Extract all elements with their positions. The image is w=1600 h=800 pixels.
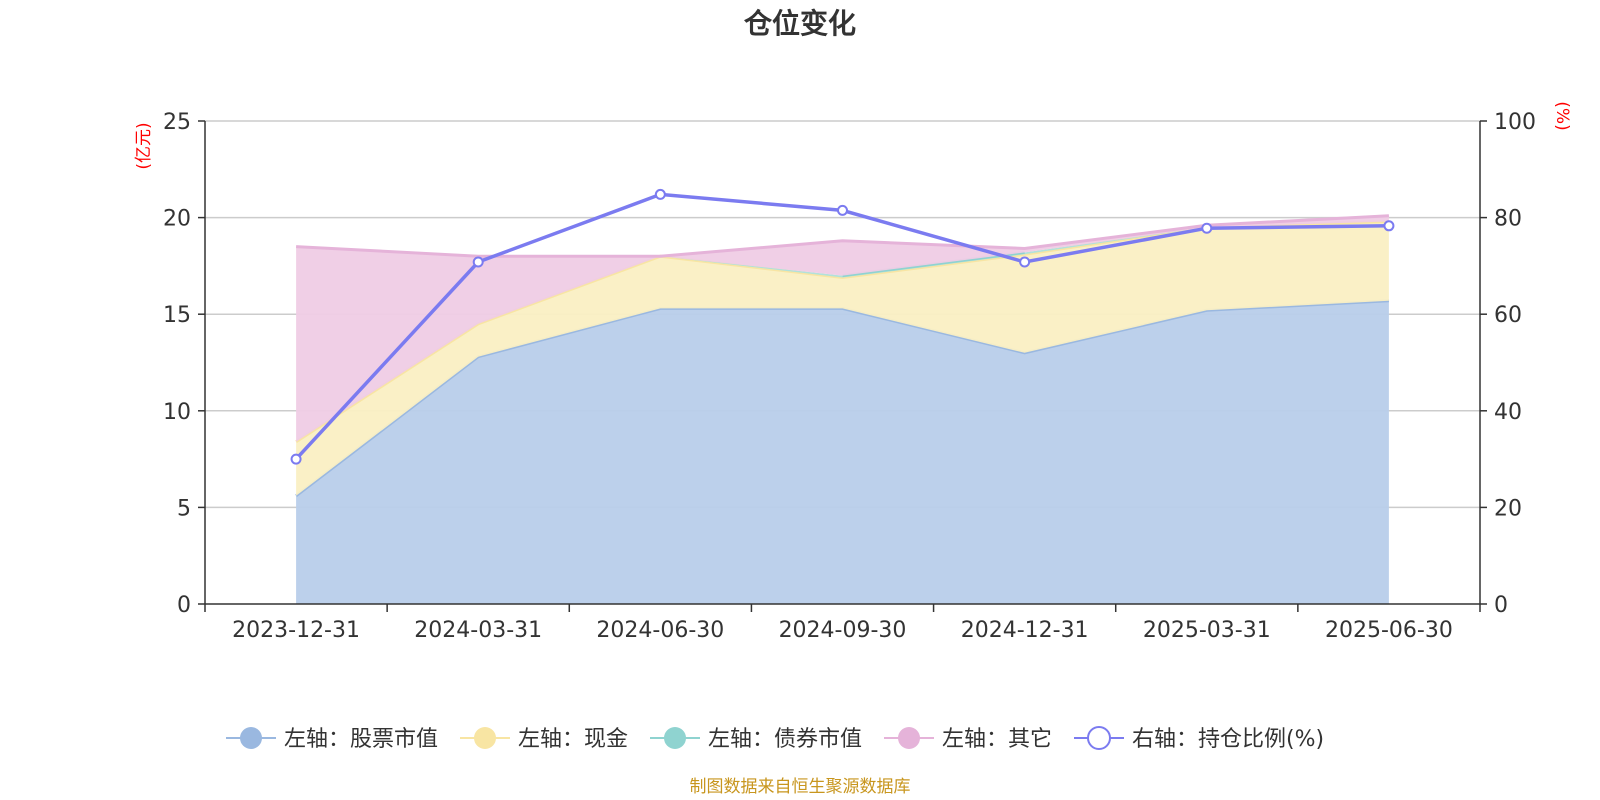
right-tick-label: 80 (1494, 207, 1522, 232)
legend-label: 右轴：持仓比例(%) (1132, 727, 1324, 752)
left-axis-unit: (亿元) (134, 122, 154, 169)
right-tick-label: 20 (1494, 496, 1522, 521)
legend-label: 左轴：债券市值 (708, 727, 862, 752)
legend-marker (1087, 726, 1111, 750)
left-tick-label: 25 (163, 110, 191, 135)
left-tick-label: 5 (177, 496, 191, 521)
x-tick-label: 2025-06-30 (1325, 618, 1453, 643)
left-tick-label: 10 (163, 400, 191, 425)
right-axis-unit: (%) (1552, 101, 1572, 130)
legend-label: 左轴：现金 (518, 727, 628, 752)
left-tick-label: 0 (177, 593, 191, 618)
line-point (472, 256, 484, 268)
ratio-line (290, 188, 1395, 465)
area-左轴：股票市值 (296, 300, 1389, 604)
x-tick-label: 2024-03-31 (414, 618, 542, 643)
legend-item: 左轴：债券市值 (650, 727, 862, 752)
line-point (837, 204, 848, 216)
left-tick-label: 20 (163, 207, 191, 232)
legend-marker (474, 727, 496, 749)
legend-marker (664, 727, 686, 749)
x-tick-label: 2025-03-31 (1143, 618, 1271, 643)
right-tick-label: 0 (1494, 593, 1508, 618)
right-tick-label: 60 (1494, 303, 1522, 328)
x-tick-label: 2024-09-30 (779, 618, 907, 643)
axes: 0 5 10 15 20 25 0 20 40 60 80 100 2023-12-31 2024-03-… (163, 110, 1536, 643)
legend-marker (240, 727, 262, 749)
chart-title: 仓位变化 (744, 7, 856, 40)
right-tick-label: 100 (1494, 110, 1536, 135)
source-note: 制图数据来自恒生聚源数据库 (690, 777, 911, 797)
legend-item: 左轴：现金 (460, 727, 628, 752)
line-point (654, 188, 666, 200)
right-tick-label: 40 (1494, 400, 1522, 425)
area-左轴：其它 (296, 215, 1389, 442)
legend-marker (898, 727, 920, 749)
line-point (290, 453, 302, 465)
legend-item: 右轴：持仓比例(%) (1074, 726, 1324, 752)
left-tick-label: 15 (163, 303, 191, 328)
legend-item: 左轴：股票市值 (226, 727, 438, 752)
line-point (1019, 256, 1031, 268)
line-point (1201, 222, 1213, 234)
legend-label: 左轴：其它 (942, 727, 1052, 752)
legend-item: 左轴：其它 (884, 727, 1052, 752)
line-point (1383, 220, 1395, 232)
stacked-areas (295, 214, 1389, 604)
x-tick-label: 2023-12-31 (232, 618, 360, 643)
legend: 左轴：股票市值 左轴：现金 左轴：债券市值 左轴：其它 右轴：持仓比例(%) (226, 726, 1324, 752)
x-tick-label: 2024-06-30 (596, 618, 724, 643)
legend-label: 左轴：股票市值 (284, 727, 438, 752)
x-tick-label: 2024-12-31 (961, 618, 1089, 643)
